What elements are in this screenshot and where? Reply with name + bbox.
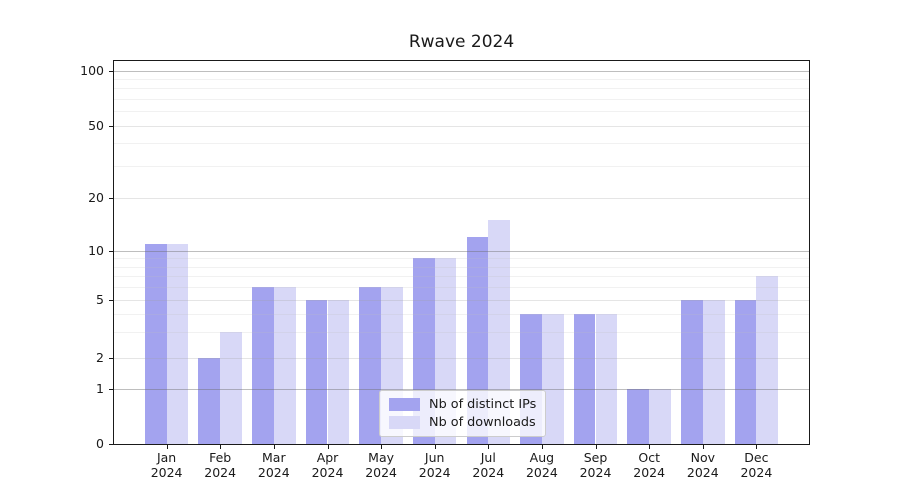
legend-item-downloads: Nb of downloads bbox=[389, 415, 536, 430]
gridline-y-40 bbox=[114, 143, 809, 145]
gridline-y-90 bbox=[114, 79, 809, 81]
gridline-y-9 bbox=[114, 258, 809, 260]
y-tick-label: 50 bbox=[88, 117, 104, 133]
x-tick-mark bbox=[488, 445, 490, 449]
y-tick-label: 0 bbox=[96, 436, 104, 452]
y-tick-mark bbox=[109, 251, 113, 252]
y-tick-mark bbox=[109, 300, 113, 301]
bar-distinct-ips-nov bbox=[681, 300, 703, 445]
gridline-y-5 bbox=[114, 300, 809, 301]
x-tick-label: Nov 2024 bbox=[686, 450, 719, 480]
y-tick-mark bbox=[109, 444, 113, 446]
legend-swatch-downloads bbox=[389, 415, 420, 429]
bar-downloads-jan bbox=[166, 243, 189, 445]
bar-distinct-ips-mar bbox=[252, 287, 274, 445]
x-tick-label: Jul 2024 bbox=[472, 450, 505, 480]
bar-downloads-feb bbox=[220, 332, 242, 445]
bar-downloads-aug bbox=[541, 314, 564, 445]
bar-distinct-ips-jan bbox=[144, 243, 167, 445]
gridline-y-7 bbox=[114, 276, 809, 278]
x-tick-mark bbox=[595, 445, 597, 449]
gridline-y-4 bbox=[114, 314, 809, 316]
x-tick-mark bbox=[220, 445, 222, 449]
bar-downloads-nov bbox=[702, 300, 725, 445]
gridline-y-20 bbox=[114, 198, 809, 200]
x-tick-label: Dec 2024 bbox=[740, 450, 773, 480]
bar-distinct-ips-apr bbox=[305, 300, 328, 445]
legend-label-downloads: Nb of downloads bbox=[429, 414, 536, 430]
y-tick-label: 2 bbox=[96, 350, 104, 365]
x-tick-mark bbox=[327, 445, 329, 449]
bar-distinct-ips-sep bbox=[573, 314, 596, 445]
gridline-y-60 bbox=[114, 111, 809, 113]
x-tick-label: Mar 2024 bbox=[257, 450, 290, 480]
bar-distinct-ips-may bbox=[359, 287, 382, 445]
x-tick-mark bbox=[381, 445, 383, 449]
gridline-y-2 bbox=[114, 358, 809, 359]
y-tick-mark bbox=[109, 389, 113, 391]
y-tick-mark bbox=[109, 70, 113, 72]
gridline-y-100 bbox=[114, 70, 809, 72]
bar-distinct-ips-dec bbox=[734, 300, 757, 445]
legend-swatch-distinct-ips bbox=[389, 398, 420, 412]
bar-downloads-mar bbox=[273, 287, 296, 445]
legend: Nb of distinct IPs Nb of downloads bbox=[379, 390, 546, 437]
gridline-y-50 bbox=[114, 125, 809, 127]
legend-item-distinct-ips: Nb of distinct IPs bbox=[389, 397, 536, 412]
bar-downloads-sep bbox=[595, 314, 618, 445]
chart-title: Rwave 2024 bbox=[408, 32, 515, 52]
x-tick-label: Apr 2024 bbox=[311, 450, 344, 480]
bar-downloads-jul bbox=[488, 220, 511, 445]
gridline-y-10 bbox=[114, 251, 809, 252]
x-tick-mark bbox=[166, 445, 168, 449]
gridline-y-30 bbox=[114, 166, 809, 168]
x-tick-mark bbox=[273, 445, 275, 449]
bar-downloads-dec bbox=[756, 276, 779, 445]
bar-downloads-apr bbox=[327, 300, 350, 445]
x-tick-label: May 2024 bbox=[365, 450, 397, 480]
bar-downloads-oct bbox=[649, 389, 671, 445]
bar-distinct-ips-oct bbox=[627, 389, 650, 445]
gridline-y-1 bbox=[114, 389, 809, 391]
y-tick-label: 1 bbox=[96, 381, 104, 397]
gridline-y-80 bbox=[114, 88, 809, 90]
y-tick-mark bbox=[109, 358, 113, 359]
x-tick-label: Feb 2024 bbox=[204, 450, 237, 480]
x-tick-mark bbox=[434, 445, 436, 449]
x-tick-label: Jan 2024 bbox=[150, 450, 183, 480]
x-tick-mark bbox=[702, 445, 704, 449]
y-tick-label: 5 bbox=[96, 292, 104, 307]
gridline-y-6 bbox=[114, 287, 809, 289]
x-tick-label: Jun 2024 bbox=[418, 450, 451, 480]
x-tick-label: Oct 2024 bbox=[633, 450, 666, 480]
legend-label-distinct-ips: Nb of distinct IPs bbox=[429, 397, 537, 413]
gridline-y-3 bbox=[114, 332, 809, 334]
gridline-y-70 bbox=[114, 99, 809, 100]
y-tick-label: 20 bbox=[88, 190, 104, 206]
y-tick-label: 100 bbox=[80, 62, 104, 78]
y-tick-label: 10 bbox=[88, 243, 104, 258]
x-tick-label: Aug 2024 bbox=[525, 450, 558, 480]
y-tick-mark bbox=[109, 198, 113, 200]
bar-distinct-ips-feb bbox=[198, 358, 221, 445]
plot-area-frame bbox=[113, 60, 810, 445]
y-tick-mark bbox=[109, 125, 113, 127]
x-tick-mark bbox=[756, 445, 758, 449]
x-tick-mark bbox=[649, 445, 651, 449]
x-tick-mark bbox=[541, 445, 543, 449]
x-tick-label: Sep 2024 bbox=[579, 450, 612, 480]
gridline-y-8 bbox=[114, 266, 809, 268]
